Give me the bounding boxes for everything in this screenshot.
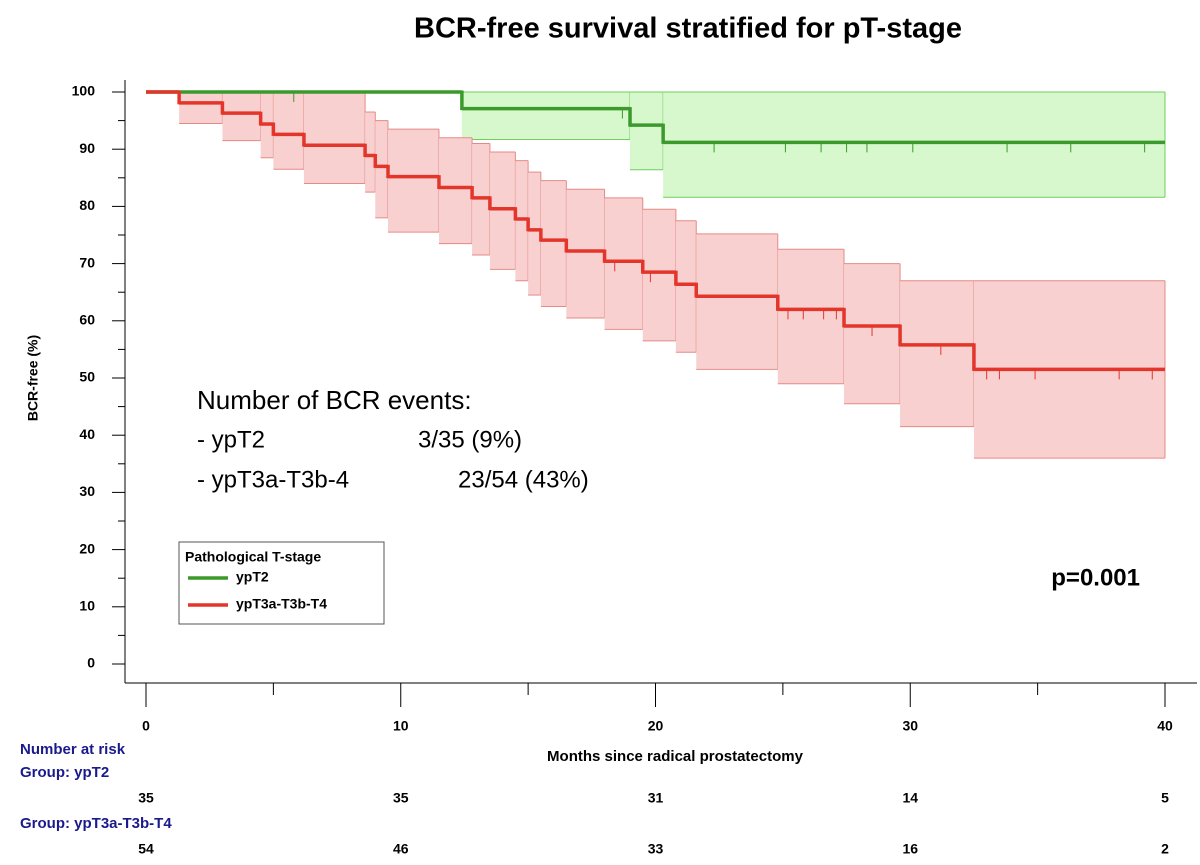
confidence-band [179,92,223,124]
confidence-band [222,92,261,141]
legend: Pathological T-stage ypT2 ypT3a-T3b-T4 [178,541,385,625]
y-tick-label: 0 [87,655,95,671]
confidence-band [388,129,439,233]
chart-title: BCR-free survival stratified for pT-stag… [414,13,962,45]
confidence-band [461,92,631,140]
annotation-text: - ypT3a-T3b-4 [197,466,349,493]
confidence-band [303,92,366,184]
risk-count: 35 [393,790,409,806]
confidence-band [438,137,473,244]
x-tick-label: 0 [142,718,150,734]
x-tick-label: 30 [902,718,918,734]
confidence-band [642,209,676,341]
y-tick-label: 40 [79,426,95,442]
confidence-band [663,92,1165,198]
confidence-band [566,189,605,318]
confidence-band [777,249,845,384]
confidence-band [604,197,643,330]
risk-count: 35 [138,790,154,806]
survival-curves [146,90,1165,380]
p-value: p=0.001 [1051,564,1140,591]
annotation-text: 23/54 (43%) [458,466,589,493]
legend-box [178,541,385,625]
risk-count: 14 [902,790,918,806]
risk-group-label: Group: ypT2 [20,764,109,781]
confidence-band [273,92,304,170]
y-tick-label: 60 [79,312,95,328]
x-tick-label: 10 [393,718,409,734]
y-tick-label: 50 [79,369,95,385]
annotation-text: 3/35 (9%) [418,426,522,453]
x-axis-label: Months since radical prostatectomy [547,748,804,765]
y-tick-label: 80 [79,197,95,213]
confidence-band [696,233,778,370]
y-tick-label: 10 [79,598,95,614]
annotation-text: - ypT2 [197,426,265,453]
confidence-band [365,112,376,193]
confidence-band [528,172,541,296]
x-tick-label: 40 [1157,718,1173,734]
risk-table: Group: ypT2 35 35 31 14 5 Group: ypT3a-T3b-T4 5… [20,764,1169,857]
confidence-band [630,92,664,170]
risk-count: 46 [393,841,409,857]
risk-count: 5 [1161,790,1169,806]
risk-table-title: Number at risk [20,741,126,758]
y-axis-label: BCR-free (%) [25,335,41,421]
risk-count: 54 [138,841,154,857]
y-tick-label: 20 [79,540,95,556]
y-tick-label: 100 [72,83,96,99]
y-tick-label: 90 [79,140,95,156]
confidence-band [375,120,389,218]
x-tick-label: 20 [648,718,664,734]
confidence-band [900,280,974,427]
legend-label: ypT2 [236,569,269,585]
confidence-band [489,152,516,270]
y-tick-label: 30 [79,483,95,499]
confidence-bands [179,91,1166,459]
y-tick-label: 70 [79,254,95,270]
annotation-title: Number of BCR events: [197,385,472,415]
legend-title: Pathological T-stage [185,549,321,565]
risk-count: 16 [902,841,918,857]
risk-count: 2 [1161,841,1169,857]
confidence-band [540,180,567,307]
risk-group-label: Group: ypT3a-T3b-T4 [20,815,172,832]
risk-count: 33 [648,841,664,857]
risk-count: 31 [648,790,664,806]
legend-label: ypT3a-T3b-T4 [236,596,327,612]
confidence-band [675,220,697,353]
